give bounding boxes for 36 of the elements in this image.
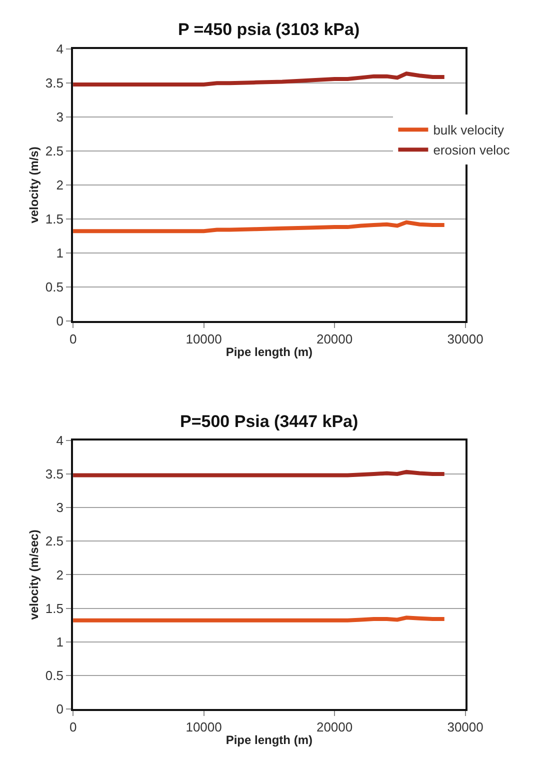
chart-title: P=500 Psia (3447 kPa) <box>180 412 358 431</box>
y-tick-label: 0 <box>56 313 64 328</box>
x-tick-label: 0 <box>69 720 77 735</box>
x-tick-label: 20000 <box>316 720 353 735</box>
x-tick-label: 10000 <box>186 720 222 735</box>
y-tick-label: 4 <box>56 432 64 448</box>
x-tick-label: 30000 <box>447 720 484 735</box>
y-axis-title: velocity (m/sec) <box>27 530 42 620</box>
y-tick-label: 3.5 <box>45 466 64 482</box>
y-tick-label: 3 <box>56 500 64 516</box>
line-series <box>73 220 446 234</box>
y-tick-label: 1.5 <box>45 600 64 616</box>
y-axis-title: velocity (m/s) <box>27 146 42 224</box>
x-axis-title: Pipe length (m) <box>226 344 313 359</box>
y-tick-label: 0.5 <box>45 668 64 683</box>
y-tick-label: 4 <box>56 42 64 57</box>
x-axis-title: Pipe length (m) <box>226 733 313 748</box>
y-tick-label: 1 <box>56 245 64 260</box>
y-tick-label: 0 <box>56 702 64 717</box>
y-tick-label: 1 <box>56 634 64 650</box>
y-tick-label: 2 <box>56 178 64 193</box>
y-tick-label: 2.5 <box>45 144 64 159</box>
y-tick-label: 2.5 <box>45 534 64 549</box>
y-tick-label: 0.5 <box>45 279 64 294</box>
y-tick-label: 1.5 <box>45 211 64 226</box>
y-tick-label: 2 <box>56 567 64 582</box>
x-tick-label: 0 <box>69 331 77 346</box>
x-tick-label: 30000 <box>447 331 484 346</box>
y-tick-label: 3 <box>56 110 64 125</box>
line-series <box>73 72 446 86</box>
chart-title: P =450 psia (3103 kPa) <box>178 20 360 39</box>
legend-label: erosion veloc <box>433 142 510 158</box>
x-tick-label: 10000 <box>186 331 222 346</box>
y-tick-label: 3.5 <box>45 76 64 91</box>
x-tick-label: 20000 <box>316 331 353 346</box>
legend-label: bulk velocity <box>433 122 504 138</box>
